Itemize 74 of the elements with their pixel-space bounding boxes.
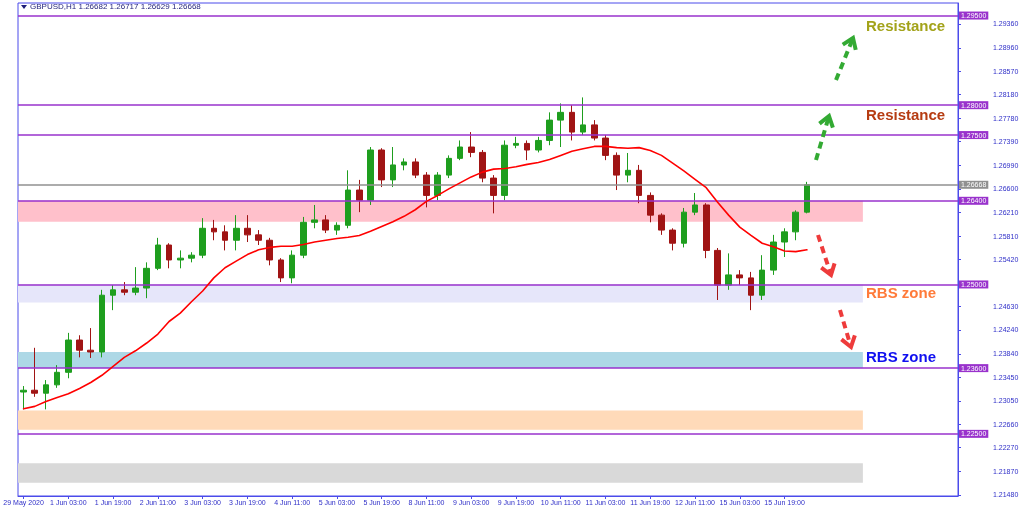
candlestick [378, 147, 385, 188]
candlestick [300, 216, 307, 259]
candlestick [99, 289, 105, 358]
candlestick [390, 146, 396, 188]
candlestick [524, 139, 530, 161]
candlestick [255, 229, 262, 246]
candlestick [557, 102, 564, 148]
candlestick [345, 169, 351, 229]
candlestick [613, 151, 620, 191]
candlestick [535, 136, 542, 153]
candlestick [681, 207, 687, 248]
candlestick [76, 334, 83, 358]
candlestick [334, 221, 340, 236]
candlestick [132, 266, 139, 296]
candlestick [647, 191, 654, 223]
candlestick [401, 157, 407, 171]
candlestick [569, 104, 575, 141]
candlestick [322, 214, 329, 234]
candlestick [244, 214, 251, 243]
annotation: Resistance [866, 16, 946, 34]
candlestick [602, 134, 609, 161]
candlestick [636, 164, 642, 204]
candlestick [692, 192, 698, 216]
candlestick [222, 224, 228, 251]
candlestick [580, 96, 586, 136]
candlestick [412, 157, 419, 179]
candlestick [367, 146, 374, 206]
annotation: RBS zone [866, 284, 937, 302]
annotation: RBS zone [866, 348, 937, 366]
candlestick [513, 136, 519, 149]
candlestick [546, 111, 553, 146]
candlestick [311, 204, 318, 229]
candlestick [110, 284, 116, 311]
candlestick [457, 139, 463, 161]
candlestick [736, 269, 743, 286]
candlestick [725, 252, 732, 291]
chart-title: GBPUSD,H1 1.26682 1.26717 1.26629 1.26668 [30, 1, 202, 11]
candlestick [759, 254, 765, 301]
candlestick [177, 249, 184, 269]
candlestick [446, 154, 452, 179]
candlestick [143, 261, 150, 299]
candlestick [233, 214, 240, 251]
candlestick [31, 347, 38, 398]
candlestick [490, 174, 497, 214]
candlestick [770, 234, 777, 276]
candlestick [714, 247, 721, 301]
candlestick [54, 364, 60, 389]
candlestick [289, 249, 295, 284]
candlestick [423, 171, 430, 208]
candlestick [748, 271, 754, 311]
candlestick [155, 237, 161, 271]
candlestick [356, 179, 363, 213]
candlestick [87, 327, 94, 359]
candlestick [211, 219, 217, 241]
candlestick [266, 237, 273, 266]
candlestick [501, 139, 508, 201]
candlestick [121, 281, 128, 296]
candlestick [65, 332, 72, 379]
candlestick [658, 212, 665, 236]
candlestick [703, 202, 710, 259]
candlestick [166, 242, 172, 269]
candlestick [278, 257, 284, 283]
candlestick [479, 149, 486, 183]
candlestick [781, 227, 788, 258]
candlestick [468, 131, 475, 158]
candlestick [188, 251, 195, 263]
candlestick [669, 227, 676, 251]
candlestick [792, 209, 799, 241]
line-series [22, 145, 808, 410]
candlestick [20, 385, 27, 410]
candlestick [199, 217, 206, 259]
annotation: Resistance [866, 106, 946, 124]
candlestick [625, 152, 631, 183]
candlestick [43, 379, 49, 410]
